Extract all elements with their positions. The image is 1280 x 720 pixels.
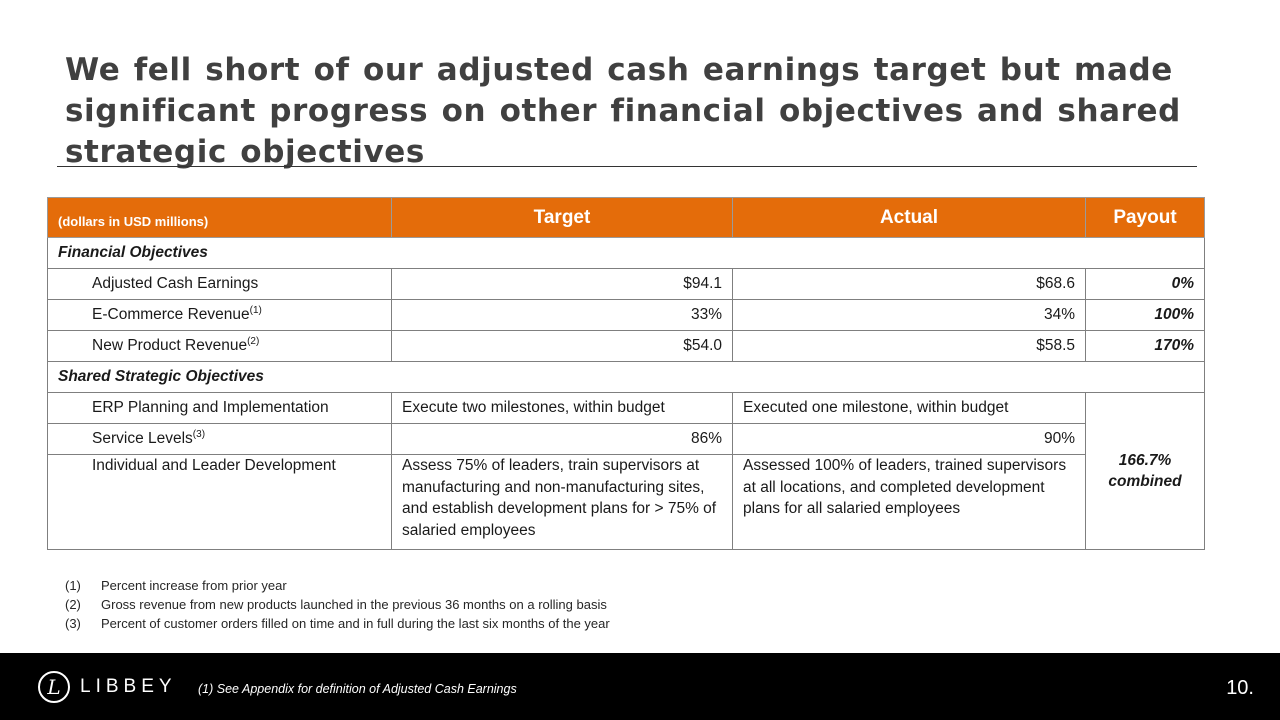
footnote-item: (2) Gross revenue from new products launc… xyxy=(65,597,607,612)
row-label: Service Levels(3) xyxy=(47,423,392,455)
logo-wordmark: LIBBEY xyxy=(80,676,177,697)
combined-payout-cell: 166.7% combined xyxy=(1085,392,1205,550)
row-label: New Product Revenue(2) xyxy=(47,330,392,362)
row-label: ERP Planning and Implementation xyxy=(47,392,392,424)
target-cell: $54.0 xyxy=(391,330,733,362)
actual-cell: 90% xyxy=(732,423,1086,455)
payout-header: Payout xyxy=(1085,197,1205,238)
actual-cell: $58.5 xyxy=(732,330,1086,362)
table-header-row: (dollars in USD millions) Target Actual … xyxy=(47,197,1205,238)
footnote-item: (3) Percent of customer orders filled on … xyxy=(65,616,610,631)
footnote-ref: (3) xyxy=(192,429,206,440)
target-cell: Execute two milestones, within budget xyxy=(391,392,733,424)
actual-header: Actual xyxy=(732,197,1086,238)
section-row-financial: Financial Objectives xyxy=(47,237,1205,269)
actual-cell: $68.6 xyxy=(732,268,1086,300)
page-number: 10. xyxy=(1226,677,1254,699)
footnote-item: (1) Percent increase from prior year xyxy=(65,578,287,593)
combined-payout-value: 166.7% xyxy=(1118,452,1172,469)
target-cell: 86% xyxy=(391,423,733,455)
row-label: Adjusted Cash Earnings xyxy=(47,268,392,300)
section-label: Shared Strategic Objectives xyxy=(47,361,1205,393)
actual-cell: Executed one milestone, within budget xyxy=(732,392,1086,424)
table-row: New Product Revenue(2) $54.0 $58.5 170% xyxy=(47,330,1205,362)
footnotes-list: (1) Percent increase from prior year (2) G… xyxy=(65,576,610,633)
row-label: Individual and Leader Development xyxy=(47,454,392,550)
section-label: Financial Objectives xyxy=(47,237,1205,269)
footnote-ref: (1) xyxy=(249,305,262,316)
footer-bar: L LIBBEY (1) See Appendix for definition… xyxy=(0,653,1280,720)
objectives-table: (dollars in USD millions) Target Actual … xyxy=(47,197,1205,550)
payout-cell: 0% xyxy=(1085,268,1205,300)
table-row: Adjusted Cash Earnings $94.1 $68.6 0% xyxy=(47,268,1205,300)
combined-payout-label: combined xyxy=(1108,473,1182,490)
table-row: E-Commerce Revenue(1) 33% 34% 100% xyxy=(47,299,1205,331)
actual-cell: Assessed 100% of leaders, trained superv… xyxy=(732,454,1086,550)
title-divider xyxy=(57,166,1197,167)
payout-cell: 170% xyxy=(1085,330,1205,362)
table-row: ERP Planning and Implementation Execute … xyxy=(47,392,1205,550)
target-cell: $94.1 xyxy=(391,268,733,300)
row-label: E-Commerce Revenue(1) xyxy=(47,299,392,331)
table-row: Individual and Leader Development Assess… xyxy=(47,454,1205,550)
footnote-ref: (2) xyxy=(247,336,260,347)
section-row-strategic: Shared Strategic Objectives xyxy=(47,361,1205,393)
libbey-logo-icon: L xyxy=(38,671,70,703)
actual-cell: 34% xyxy=(732,299,1086,331)
units-header: (dollars in USD millions) xyxy=(47,197,392,238)
payout-cell: 100% xyxy=(1085,299,1205,331)
slide-title: We fell short of our adjusted cash earni… xyxy=(65,52,1181,170)
footer-footnote: (1) See Appendix for definition of Adjus… xyxy=(198,682,517,696)
target-cell: 33% xyxy=(391,299,733,331)
target-header: Target xyxy=(391,197,733,238)
table-row: Service Levels(3) 86% 90% xyxy=(47,423,1205,455)
target-cell: Assess 75% of leaders, train supervisors… xyxy=(391,454,733,550)
